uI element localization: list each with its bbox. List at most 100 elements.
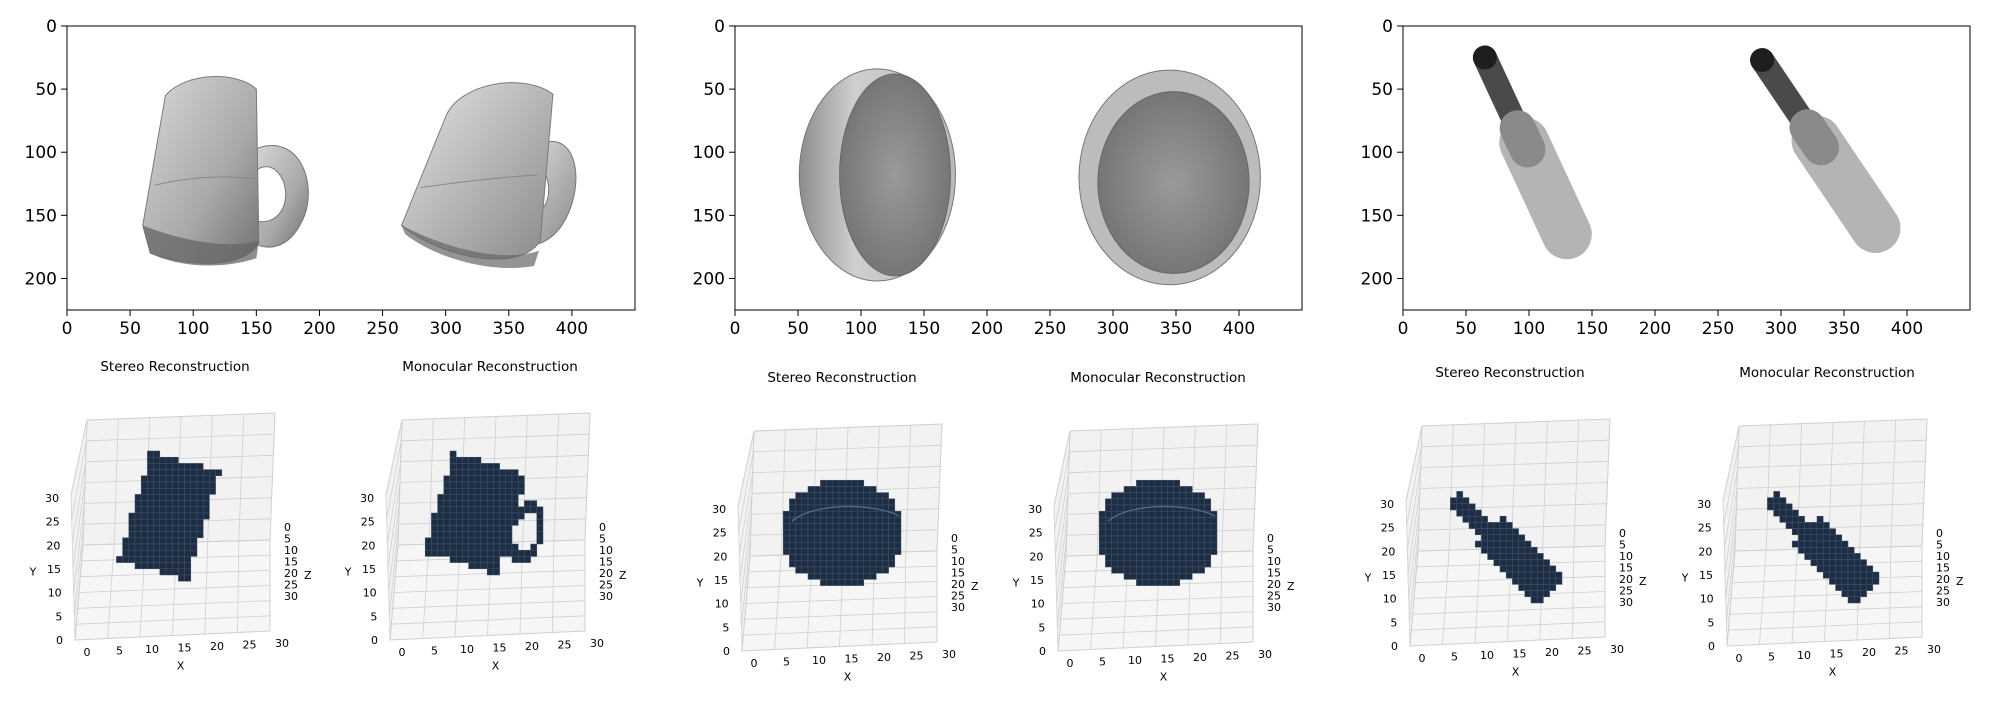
voxel (869, 529, 877, 537)
voxel (147, 506, 154, 514)
voxel (128, 512, 136, 520)
x-tick-label: 400 (1891, 319, 1923, 339)
voxel (1198, 560, 1205, 568)
voxel (1111, 554, 1119, 562)
x-tick-label: 100 (845, 319, 877, 339)
voxel (437, 518, 445, 526)
voxel (832, 554, 840, 562)
voxel (813, 541, 821, 549)
voxel (493, 518, 500, 526)
voxel (1198, 517, 1205, 524)
voxel (1123, 541, 1131, 549)
voxel (1505, 528, 1513, 536)
voxel (474, 500, 482, 508)
plot-title: Monocular Reconstruction (402, 359, 578, 375)
voxel (1136, 560, 1143, 568)
voxel (455, 549, 463, 557)
voxel (851, 510, 858, 518)
voxel (851, 579, 858, 586)
voxel (1123, 523, 1131, 531)
voxel (1160, 523, 1168, 531)
grid-line (753, 423, 943, 432)
voxel (782, 541, 790, 549)
voxel (505, 481, 513, 489)
voxel (140, 531, 148, 539)
voxel (443, 506, 451, 514)
voxel (153, 518, 161, 526)
voxel (505, 512, 513, 520)
voxel (1791, 522, 1799, 529)
voxel (1847, 596, 1855, 604)
voxel (1105, 498, 1112, 506)
voxel (499, 525, 507, 532)
voxel (184, 568, 192, 576)
grid-line (386, 440, 402, 520)
voxel (1841, 565, 1849, 573)
voxel (875, 510, 883, 518)
voxel (190, 518, 198, 526)
voxel (1148, 504, 1156, 512)
voxel (826, 492, 834, 500)
bowl-right-inner (1097, 91, 1250, 274)
voxel (499, 531, 507, 539)
voxel (530, 543, 538, 551)
voxel (863, 498, 871, 506)
voxel (474, 469, 482, 477)
voxel (1505, 553, 1513, 560)
voxel (140, 500, 148, 508)
voxel (894, 517, 902, 524)
voxel (801, 492, 809, 500)
voxel (789, 510, 796, 518)
voxel (455, 518, 463, 526)
voxel (1160, 529, 1168, 537)
voxel (844, 510, 852, 518)
voxel (449, 531, 457, 539)
voxel (1481, 534, 1488, 542)
voxel (1462, 515, 1470, 523)
voxel (832, 541, 840, 549)
voxel (1481, 540, 1488, 548)
voxel (1160, 541, 1168, 549)
voxel (1142, 579, 1150, 586)
voxel (480, 494, 488, 501)
voxel (165, 506, 173, 514)
voxel (184, 494, 192, 501)
voxel (1829, 528, 1836, 536)
voxel (1154, 554, 1162, 562)
voxel (449, 456, 457, 464)
bowl-rim-highlight (1107, 505, 1216, 522)
voxel (813, 554, 821, 562)
voxel (493, 543, 500, 551)
x-tick-label: 15 (845, 653, 859, 666)
voxel (499, 469, 507, 477)
voxel (1179, 492, 1187, 500)
voxel (1117, 554, 1125, 562)
voxel (153, 512, 161, 520)
voxel (1173, 504, 1181, 512)
voxel (462, 481, 469, 489)
y-axis-label: Y (696, 577, 704, 590)
y-tick-label: 50 (35, 80, 57, 100)
voxel (468, 475, 476, 483)
voxel (1191, 529, 1199, 537)
voxel (894, 523, 902, 531)
y-tick-label: 10 (715, 598, 729, 611)
x-tick-label: 30 (942, 648, 956, 661)
voxel (196, 475, 204, 483)
voxel (147, 531, 154, 539)
voxel (1505, 522, 1513, 529)
voxel (437, 494, 445, 501)
voxel (165, 562, 173, 570)
voxel (1518, 534, 1526, 542)
voxel (1167, 529, 1174, 537)
voxel (462, 525, 469, 532)
voxel (159, 556, 167, 563)
voxel (474, 562, 482, 570)
voxel (1204, 529, 1212, 537)
voxel (196, 500, 204, 508)
voxel (493, 469, 500, 477)
grid-line (71, 440, 87, 520)
voxel (159, 500, 167, 508)
x-tick-label: 350 (493, 319, 525, 339)
voxel (1204, 523, 1212, 531)
